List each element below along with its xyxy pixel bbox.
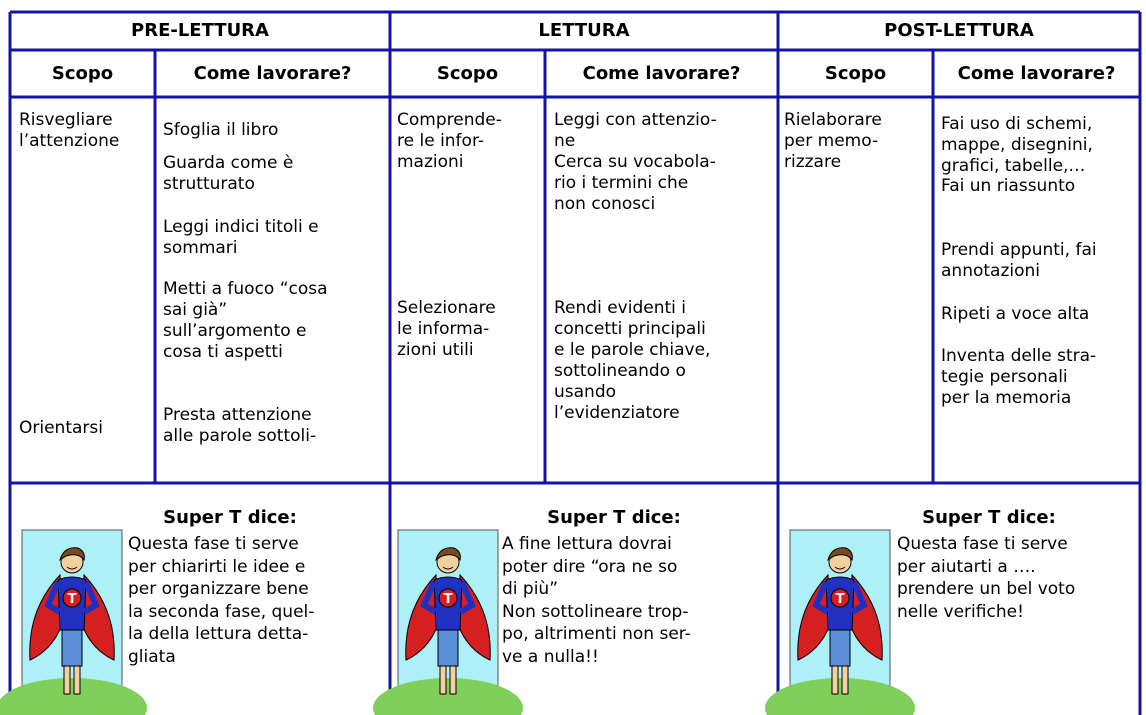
cell-text: le informa- <box>397 319 490 339</box>
phase-header: PRE-LETTURA <box>131 20 269 41</box>
cell-text: mappe, disegnini, <box>941 135 1093 155</box>
cell-text: rio i termini che <box>554 173 689 193</box>
cell-text: Fai un riassunto <box>941 176 1076 196</box>
superhero-image <box>0 530 147 715</box>
panel-text: per organizzare bene <box>128 579 309 599</box>
cell-text: sai già” <box>163 300 228 320</box>
panel-text: po, altrimenti non ser- <box>502 624 691 644</box>
cell-text: re le infor- <box>397 131 484 151</box>
cell-text: Guarda come è <box>163 153 294 173</box>
cell-text: per la memoria <box>941 388 1072 408</box>
panel-title: Super T dice: <box>922 507 1056 528</box>
column-header: Scopo <box>824 63 887 84</box>
cell-text: Rendi evidenti i <box>554 298 686 318</box>
cell-text: Cerca su vocabola- <box>554 152 716 172</box>
panel-text: ve a nulla!! <box>502 646 599 667</box>
cell-text: e le parole chiave, <box>554 340 711 360</box>
cell-text: l’evidenziatore <box>554 403 680 423</box>
cell-text: Sfoglia il libro <box>163 120 279 140</box>
panel-text: la della lettura detta- <box>128 624 309 644</box>
cell-text: Presta attenzione <box>163 405 312 425</box>
panel-text: nelle verifiche! <box>897 601 1024 622</box>
cell-text: Metti a fuoco “cosa <box>163 279 328 299</box>
cell-text: sull’argomento e <box>163 321 307 341</box>
cell-text: annotazioni <box>941 261 1040 281</box>
column-header: Come lavorare? <box>193 63 352 84</box>
panel-text: Questa fase ti serve <box>897 534 1068 554</box>
column-header: Come lavorare? <box>957 63 1116 84</box>
superhero-image <box>765 530 915 715</box>
cell-text: cosa ti aspetti <box>163 342 283 362</box>
panel-text: Non sottolineare trop- <box>502 601 689 622</box>
cell-text: ne <box>554 131 576 151</box>
cell-text: sottolineando o <box>554 361 686 381</box>
panel-text: la seconda fase, quel- <box>128 601 315 622</box>
panel-text: prendere un bel voto <box>897 579 1076 599</box>
cell-text: Fai uso di schemi, <box>941 114 1093 134</box>
cell-text: alle parole sottoli- <box>163 426 317 446</box>
phase-header: LETTURA <box>538 20 630 41</box>
cell-text: zioni utili <box>397 340 474 360</box>
cell-text: Comprende- <box>397 110 502 130</box>
panel-text: gliata <box>128 646 176 667</box>
cell-text: tegie personali <box>941 367 1068 387</box>
cell-text: strutturato <box>163 174 255 194</box>
cell-text: mazioni <box>397 152 464 172</box>
cell-text: Orientarsi <box>19 418 103 438</box>
cell-text: Selezionare <box>397 298 496 318</box>
superhero-image <box>373 530 523 715</box>
cell-text: rizzare <box>784 152 842 172</box>
cell-text: Leggi indici titoli e <box>163 217 319 237</box>
panel-text: poter dire “ora ne so <box>502 556 678 577</box>
column-header: Scopo <box>436 63 499 84</box>
cell-text: Inventa delle stra- <box>941 346 1097 366</box>
column-header: Come lavorare? <box>582 63 741 84</box>
panel-title: Super T dice: <box>547 507 681 528</box>
cell-text: Ripeti a voce alta <box>941 304 1090 324</box>
panel-text: A fine lettura dovrai <box>502 534 672 554</box>
panel-text: per aiutarti a …. <box>897 556 1036 577</box>
cell-text: l’attenzione <box>19 131 120 151</box>
cell-text: Rielaborare <box>784 110 882 130</box>
cell-text: per memo- <box>784 131 879 151</box>
column-header: Scopo <box>51 63 114 84</box>
cell-text: Risvegliare <box>19 110 113 130</box>
cell-text: sommari <box>163 238 238 258</box>
panel-text: per chiarirti le idee e <box>128 556 306 577</box>
cell-text: non conosci <box>554 194 656 214</box>
cell-text: concetti principali <box>554 319 706 339</box>
panel-text: Questa fase ti serve <box>128 534 299 554</box>
panel-title: Super T dice: <box>163 507 297 528</box>
panel-text: di più” <box>502 579 559 599</box>
cell-text: Prendi appunti, fai <box>941 240 1097 260</box>
cell-text: grafici, tabelle,… <box>941 156 1086 176</box>
cell-text: usando <box>554 382 617 402</box>
cell-text: Leggi con attenzio- <box>554 110 717 130</box>
phase-header: POST-LETTURA <box>884 20 1034 41</box>
